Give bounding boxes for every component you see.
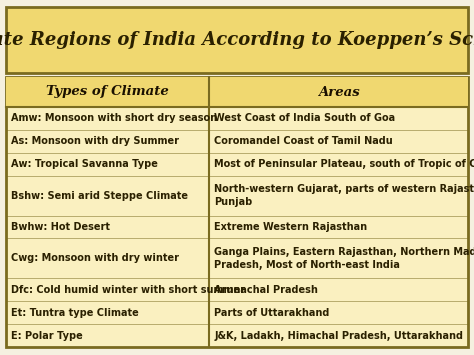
Text: Et: Tuntra type Climate: Et: Tuntra type Climate: [11, 308, 139, 318]
Text: North-western Gujarat, parts of western Rajasthan and
Punjab: North-western Gujarat, parts of western …: [214, 184, 474, 207]
Text: Bwhw: Hot Desert: Bwhw: Hot Desert: [11, 222, 110, 232]
Text: Aw: Tropical Savanna Type: Aw: Tropical Savanna Type: [11, 159, 158, 169]
Bar: [6, 7, 468, 73]
Text: Cwg: Monsoon with dry winter: Cwg: Monsoon with dry winter: [11, 253, 179, 263]
Text: Bshw: Semi arid Steppe Climate: Bshw: Semi arid Steppe Climate: [11, 191, 188, 201]
Text: Climate Regions of India According to Koeppen’s Scheme: Climate Regions of India According to Ko…: [0, 31, 474, 49]
Text: West Coast of India South of Goa: West Coast of India South of Goa: [214, 114, 395, 124]
Text: Dfc: Cold humid winter with short summer: Dfc: Cold humid winter with short summer: [11, 285, 245, 295]
Text: Amw: Monsoon with short dry season: Amw: Monsoon with short dry season: [11, 114, 217, 124]
Bar: [6, 77, 468, 347]
Text: Ganga Plains, Eastern Rajasthan, Northern Madhya
Pradesh, Most of North-east Ind: Ganga Plains, Eastern Rajasthan, Norther…: [214, 247, 474, 270]
Bar: [6, 77, 468, 107]
Text: Coromandel Coast of Tamil Nadu: Coromandel Coast of Tamil Nadu: [214, 136, 393, 146]
Text: Extreme Western Rajasthan: Extreme Western Rajasthan: [214, 222, 367, 232]
Text: Parts of Uttarakhand: Parts of Uttarakhand: [214, 308, 329, 318]
Text: As: Monsoon with dry Summer: As: Monsoon with dry Summer: [11, 136, 179, 146]
Text: Arunachal Pradesh: Arunachal Pradesh: [214, 285, 318, 295]
Text: J&K, Ladakh, Himachal Pradesh, Uttarakhand: J&K, Ladakh, Himachal Pradesh, Uttarakha…: [214, 331, 463, 340]
Text: Most of Peninsular Plateau, south of Tropic of Cancer: Most of Peninsular Plateau, south of Tro…: [214, 159, 474, 169]
Text: E: Polar Type: E: Polar Type: [11, 331, 83, 340]
Text: Types of Climate: Types of Climate: [46, 86, 169, 98]
Text: Areas: Areas: [318, 86, 359, 98]
